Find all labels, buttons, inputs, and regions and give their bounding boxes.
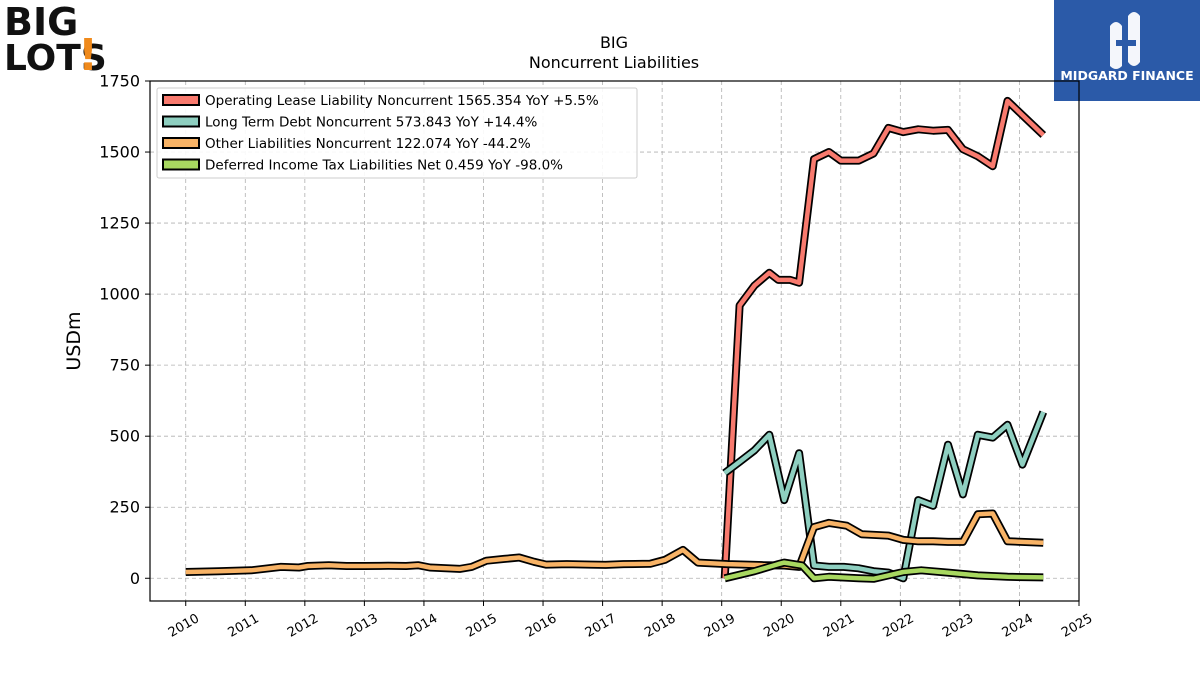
legend-label: Other Liabilities Noncurrent 122.074 YoY…: [205, 136, 531, 152]
x-tick-label: 2020: [761, 611, 797, 641]
legend-label: Operating Lease Liability Noncurrent 156…: [205, 93, 599, 109]
x-tick-label: 2014: [404, 611, 440, 641]
series-outline-1: [720, 96, 1047, 579]
x-tick-label: 2025: [1059, 611, 1095, 641]
midgard-finance-logo: MIDGARD FINANCE: [1054, 0, 1200, 101]
legend-swatch: [162, 115, 200, 128]
big-lots-logo: BIG LOTS !: [4, 0, 107, 80]
series-line-2: [723, 411, 1046, 581]
legend-box: [156, 87, 638, 179]
x-tick-label: 2019: [702, 611, 738, 641]
plot-frame: [149, 80, 1080, 602]
series-line-1: [722, 98, 1045, 579]
x-tick-label: 2010: [166, 611, 202, 641]
chart-title: BIG: [600, 33, 628, 52]
legend-swatch: [162, 137, 200, 149]
legend-label: Deferred Income Tax Liabilities Net 0.45…: [205, 158, 563, 174]
legend-swatch: [162, 94, 200, 106]
y-tick-label: 1750: [99, 72, 140, 91]
x-tick-label: 2016: [523, 611, 559, 641]
series-lines: [185, 96, 1048, 583]
legend-swatch: [162, 158, 200, 171]
x-axis-ticks: 2010 2011 2012 2013 2014 2015 2016 2017 2018 2019…: [166, 601, 1095, 641]
logo-line-1: BIG: [4, 0, 78, 44]
y-tick-label: 1500: [99, 143, 140, 162]
midgard-emblem-icon: [1110, 12, 1140, 69]
x-tick-label: 2012: [285, 611, 321, 641]
y-tick-label: 750: [109, 356, 140, 375]
x-tick-label: 2015: [464, 611, 500, 641]
x-tick-label: 2013: [345, 611, 381, 641]
x-tick-label: 2011: [225, 611, 261, 641]
y-axis-label: USDm: [63, 311, 85, 370]
logo-line-2: LOTS: [4, 38, 107, 79]
chart-subtitle: Noncurrent Liabilities: [529, 53, 699, 72]
series-line-4: [724, 560, 1044, 582]
legend: Operating Lease Liability Noncurrent 156…: [156, 87, 638, 179]
y-tick-label: 0: [130, 569, 140, 588]
y-tick-label: 250: [109, 498, 140, 517]
y-tick-label: 500: [109, 427, 140, 446]
x-tick-label: 2021: [821, 611, 857, 641]
y-tick-label: 1250: [99, 214, 140, 233]
x-tick-label: 2018: [642, 611, 678, 641]
x-tick-label: 2023: [940, 611, 976, 641]
y-tick-label: 1000: [99, 285, 140, 304]
logo-exclamation-mark: !: [78, 30, 98, 80]
logo-company-name: MIDGARD FINANCE: [1060, 68, 1193, 83]
y-axis-ticks: 0 250 500 750 1000 1250 1500 1750: [99, 72, 150, 588]
x-tick-label: 2024: [1000, 611, 1036, 641]
x-tick-label: 2022: [881, 611, 917, 641]
logo-background: [1054, 0, 1200, 101]
series-line-3: [185, 511, 1044, 575]
x-tick-label: 2017: [583, 611, 619, 641]
legend-label: Long Term Debt Noncurrent 573.843 YoY +1…: [205, 115, 537, 131]
